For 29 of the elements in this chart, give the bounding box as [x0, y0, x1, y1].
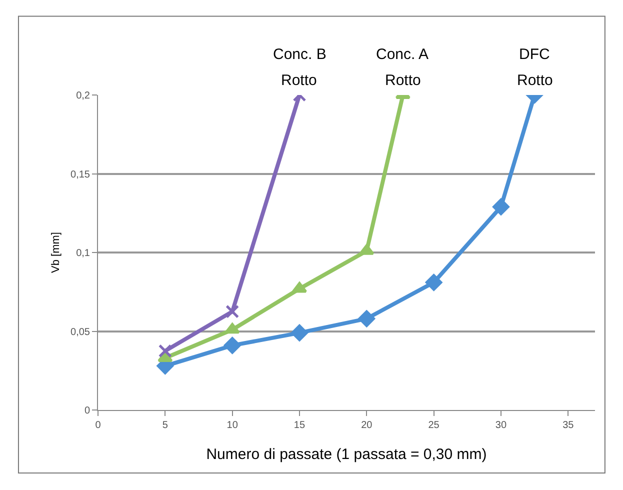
annotation: Rotto	[281, 72, 317, 89]
series-label: DFC	[519, 46, 550, 63]
point	[226, 304, 240, 318]
point	[291, 324, 308, 342]
x-tick-label: 30	[495, 420, 507, 431]
x-tick-label: 0	[95, 420, 102, 431]
text: Conc. B	[273, 46, 326, 63]
text: Conc. A	[376, 46, 429, 63]
annotation: Rotto	[385, 72, 421, 89]
y-tick-label: 0,15	[70, 169, 90, 180]
point	[224, 337, 241, 354]
y-axis-title: Vb [mm]	[50, 232, 62, 273]
x-axis-title: Numero di passate (1 passata = 0,30 mm)	[206, 446, 487, 463]
point	[158, 344, 172, 358]
point	[358, 310, 376, 328]
x-tick-label: 15	[294, 420, 306, 431]
y-tick-label: 0,2	[76, 90, 90, 102]
point	[425, 274, 442, 291]
annotation: Rotto	[517, 72, 553, 89]
x-tick-label: 25	[428, 420, 440, 431]
x-tick-label: 10	[226, 420, 238, 431]
point	[224, 322, 240, 334]
y-tick-label: 0	[84, 406, 90, 416]
x-tick-label: 35	[562, 420, 574, 431]
point	[492, 198, 510, 216]
y-tick-label: 0,05	[70, 326, 90, 338]
y-tick-label: 0,1	[76, 248, 90, 259]
x-tick-label: 20	[361, 420, 373, 431]
x-tick-label: 5	[162, 420, 168, 431]
